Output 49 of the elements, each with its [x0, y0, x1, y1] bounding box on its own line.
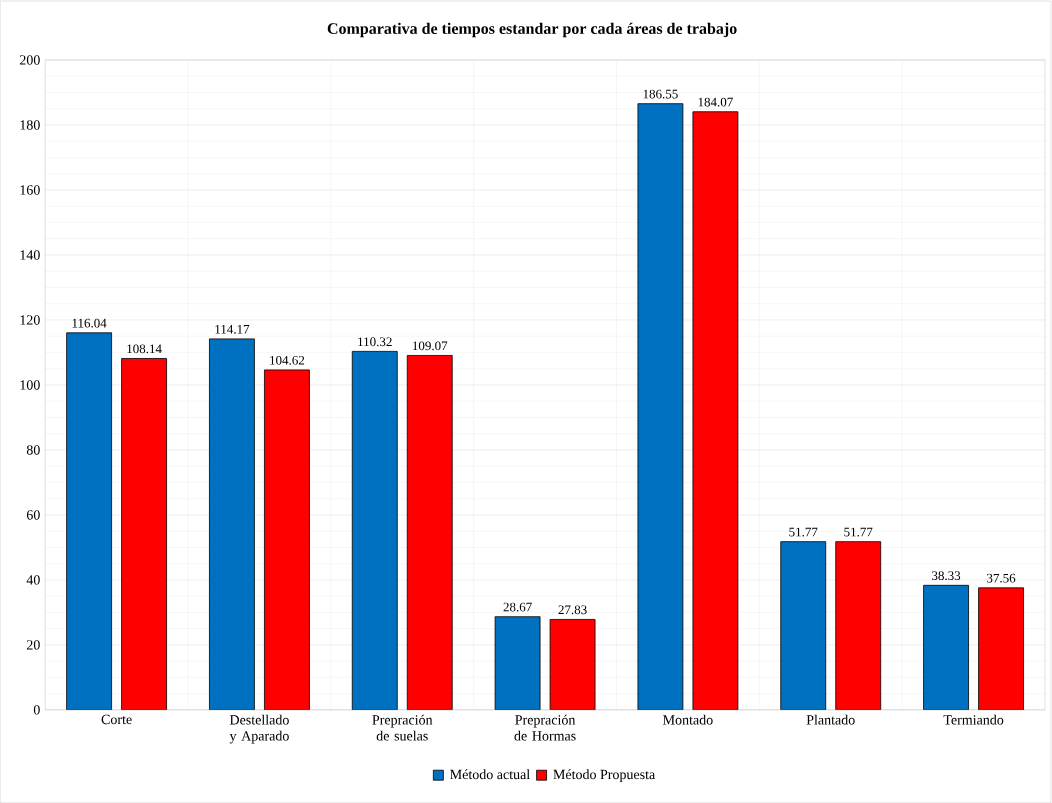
y-tick-label: 200 [19, 55, 40, 65]
data-label: 104.62 [270, 355, 305, 365]
x-tick-label: Prepración de Hormas [514, 714, 576, 741]
legend-label: Método actual [450, 769, 530, 780]
bar [66, 332, 112, 710]
data-label: 184.07 [698, 97, 733, 107]
bar [352, 351, 398, 710]
y-tick-label: 0 [33, 705, 40, 715]
bar [264, 369, 310, 710]
y-tick-label: 120 [20, 315, 40, 325]
data-label: 110.32 [358, 337, 392, 347]
bar [692, 111, 739, 710]
data-label: 37.56 [987, 573, 1016, 583]
bar [780, 541, 827, 710]
data-label: 27.83 [558, 605, 587, 615]
y-tick-label: 20 [26, 640, 40, 650]
data-label: 114.17 [215, 324, 250, 334]
y-tick-label: 80 [26, 445, 40, 455]
bar [209, 338, 255, 710]
data-label: 51.77 [789, 527, 818, 537]
bar [494, 616, 541, 710]
y-tick-label: 100 [20, 380, 40, 390]
x-tick-label: Corte [101, 714, 132, 725]
data-label: 108.14 [127, 344, 162, 354]
y-tick-label: 60 [26, 510, 40, 520]
y-tick-label: 140 [20, 250, 40, 260]
x-tick-label: Destellado y Aparado [229, 714, 289, 744]
data-label: 38.33 [932, 571, 961, 581]
x-tick-label: Prepración de suelas [372, 714, 433, 741]
y-tick-label: 160 [20, 185, 40, 195]
x-tick-label: Plantado [806, 714, 855, 725]
data-label: 109.07 [413, 341, 448, 351]
bar [978, 587, 1024, 710]
bar [407, 355, 453, 710]
bar [121, 358, 167, 710]
x-tick-label: Termiando [943, 714, 1004, 725]
data-label: 51.77 [844, 527, 873, 537]
bar [923, 584, 969, 710]
data-label: 186.55 [643, 89, 678, 99]
bar [637, 103, 684, 710]
data-label: 116.04 [72, 318, 107, 328]
legend-label: Método Propuesta [553, 769, 656, 782]
bar [835, 541, 882, 710]
chart-title: Comparativa de tiempos estandar por cada áreas de trabajo [327, 22, 737, 38]
y-tick-label: 180 [20, 120, 40, 130]
x-tick-label: Montado [663, 714, 713, 725]
bar [549, 619, 596, 710]
y-tick-label: 40 [26, 575, 40, 585]
data-label: 28.67 [503, 602, 532, 612]
